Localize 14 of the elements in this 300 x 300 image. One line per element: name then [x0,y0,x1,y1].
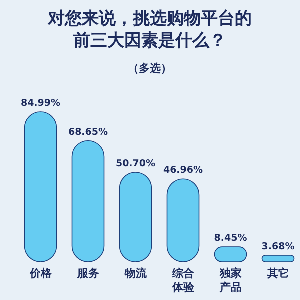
x-tick-label: 综合体验 [171,267,196,294]
data-label: 68.65% [68,126,109,138]
data-label: 3.68% [262,242,296,253]
data-label: 46.96% [163,165,204,176]
x-tick-label: 其它 [266,267,290,280]
x-tick-label: 价格 [28,267,53,280]
x-tick-label: 物流 [124,267,148,280]
data-label: 84.99% [20,98,62,109]
data-label: 50.70% [116,158,156,170]
data-label: 8.45% [214,233,248,244]
title: 对您来说，挑选购物平台的前三大因素是什么？ [48,9,252,51]
subtitle: （多选） [128,62,172,75]
x-tick-label: 服务 [76,267,100,280]
x-tick-label: 独家产品 [218,267,242,294]
